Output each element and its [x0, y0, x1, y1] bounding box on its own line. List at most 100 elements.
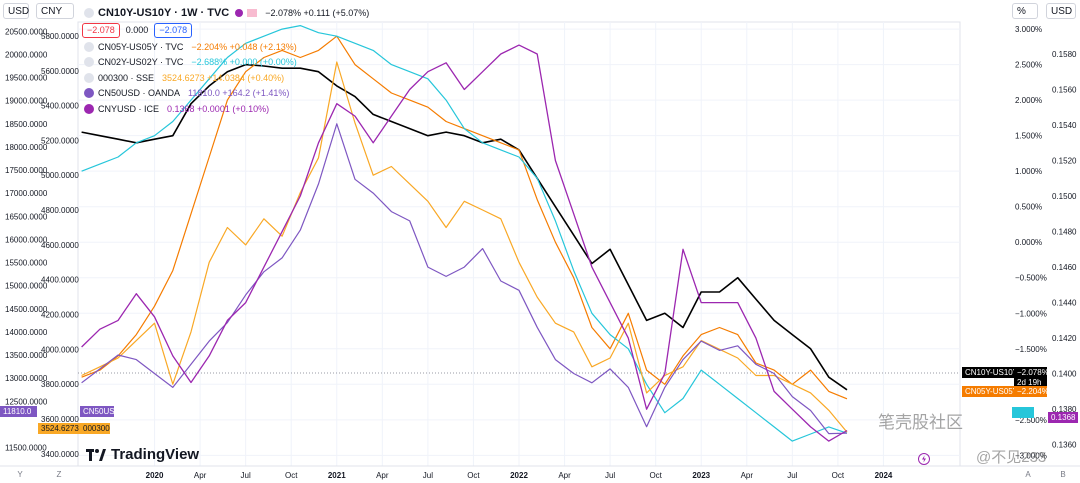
symbol-icon	[84, 57, 94, 68]
axis-tick-label: 3800.0000	[41, 380, 79, 389]
axis-tick-label: 4800.0000	[41, 206, 79, 215]
x-tick-label: 2023	[692, 471, 710, 480]
axis-tick-label: 19000.0000	[5, 97, 48, 106]
axis-tick-label: 12500.0000	[5, 397, 48, 406]
axis-tick-label: −1.000%	[1015, 309, 1047, 318]
axis-tick-label: 4200.0000	[41, 311, 79, 320]
axis-tick-label: 0.1380	[1052, 405, 1077, 414]
axis-tick-label: 16000.0000	[5, 235, 48, 244]
legend-item[interactable]: CNYUSD · ICE 0.1368 +0.0001 (+0.10%)	[84, 101, 369, 117]
series-line-cn10y-us10y[interactable]	[81, 63, 848, 391]
tradingview-logo-icon	[86, 448, 106, 461]
x-tick-label: Apr	[741, 471, 754, 480]
axis-tick-label: 0.1500	[1052, 192, 1077, 201]
left-axis-pct: 20500.0000 20000.0000 19500.0000 19000.0000…	[5, 27, 48, 452]
axis-tick-label: −2.500%	[1015, 416, 1047, 425]
axis-tick-label: 17000.0000	[5, 189, 48, 198]
axis-tick-label: 5000.0000	[41, 171, 79, 180]
axis-tick-label: 1.000%	[1015, 167, 1042, 176]
axis-tick-label: 0.1540	[1052, 121, 1077, 130]
x-tick-label: Jul	[241, 471, 251, 480]
axis-tick-label: 13000.0000	[5, 374, 48, 383]
legend-main-boxes: −2.078 0.000 −2.078	[82, 21, 369, 39]
axis-tick-label: 3400.0000	[41, 450, 79, 459]
axis-tick-label: 0.1460	[1052, 263, 1077, 272]
x-tick-label: Jul	[787, 471, 797, 480]
cn02-value-tag	[1012, 407, 1034, 418]
left-scale-currency2-button[interactable]: CNY	[36, 3, 74, 19]
axis-tick-label: 15500.0000	[5, 259, 48, 268]
left-scale-currency-button[interactable]: USD	[3, 3, 29, 19]
series-line-cn02y-us02y[interactable]	[81, 25, 848, 442]
axis-tick-label: 3.000%	[1015, 25, 1042, 34]
hs300-price-tag: 3524.6273	[38, 423, 80, 434]
tradingview-logo[interactable]: TradingView	[86, 446, 199, 463]
x-tick-label: Oct	[832, 471, 845, 480]
legend-item-name: CN05Y-US05Y · TVC	[98, 41, 184, 52]
cny-value-tag: 0.1368	[1048, 412, 1078, 423]
axis-tick-label: −0.500%	[1015, 274, 1047, 283]
symbol-icon	[84, 7, 94, 18]
spread-value: 0.000	[125, 25, 149, 35]
axis-tick-label: 5600.0000	[41, 67, 79, 76]
axis-tick-label: 4600.0000	[41, 241, 79, 250]
legend-item-values: 0.1368 +0.0001 (+0.10%)	[167, 103, 270, 114]
top-toolbar: USD CNY % USD	[0, 0, 1080, 22]
series-line-cnyusd[interactable]	[81, 44, 848, 442]
legend-main-values: −2.078% +0.111 (+5.07%)	[265, 7, 370, 18]
axis-tick-label: 5400.0000	[41, 102, 79, 111]
bid-box[interactable]: −2.078	[82, 22, 120, 38]
axis-tick-label: 18500.0000	[5, 120, 48, 129]
legend-item-name: CN50USD · OANDA	[98, 88, 181, 99]
bottom-left-y-button[interactable]: Y	[17, 470, 23, 479]
bottom-left-z-button[interactable]: Z	[56, 470, 62, 479]
axis-tick-label: 13500.0000	[5, 351, 48, 360]
legend-main[interactable]: CN10Y-US10Y · 1W · TVC −2.078% +0.111 (+…	[84, 4, 369, 21]
legend-items: CN05Y-US05Y · TVC −2.204% +0.048 (+2.13%)…	[84, 39, 369, 117]
x-tick-label: 2021	[328, 471, 346, 480]
series-line-cn50usd[interactable]	[81, 123, 848, 435]
series-line-000300[interactable]	[81, 61, 848, 433]
main-value-tag: −2.078%	[1014, 367, 1049, 378]
cn05-name-tag: CN05Y-US05Y	[962, 386, 1018, 397]
axis-tick-label: 4400.0000	[41, 276, 79, 285]
axis-tick-label: 0.1360	[1052, 441, 1077, 450]
x-tick-label: Apr	[376, 471, 389, 480]
watermark-community: 笔壳股社区	[878, 413, 963, 432]
grid	[77, 21, 961, 467]
ask-box[interactable]: −2.078	[154, 22, 193, 38]
axis-tick-label: 0.500%	[1015, 203, 1042, 212]
main-name-tag: CN10Y-US10Y	[962, 367, 1018, 378]
legend-item[interactable]: 000300 · SSE 3524.6273 +14.0384 (+0.40%)	[84, 70, 369, 86]
series-layer	[81, 25, 848, 442]
legend-item-values: 11810.0 +164.2 (+1.41%)	[188, 88, 290, 99]
right-scale-percent-button[interactable]: %	[1012, 3, 1038, 19]
legend-item-name: CN02Y-US02Y · TVC	[98, 57, 184, 68]
axis-tick-label: −3.000%	[1015, 451, 1047, 460]
legend-item[interactable]: CN50USD · OANDA 11810.0 +164.2 (+1.41%)	[84, 86, 369, 102]
axis-tick-label: 15000.0000	[5, 282, 48, 291]
right-scale-currency-button[interactable]: USD	[1046, 3, 1076, 19]
axis-tick-label: 0.1440	[1052, 299, 1077, 308]
axis-tick-label: 14500.0000	[5, 305, 48, 314]
bottom-right-a-button[interactable]: A	[1025, 470, 1031, 479]
symbol-icon	[84, 72, 94, 83]
bottom-right-b-button[interactable]: B	[1060, 470, 1066, 479]
x-tick-label: Jul	[423, 471, 433, 480]
legend-item[interactable]: CN05Y-US05Y · TVC −2.204% +0.048 (+2.13%)	[84, 39, 369, 55]
axis-tick-label: 0.1400	[1052, 370, 1077, 379]
axis-tick-label: 11500.0000	[5, 444, 47, 453]
flash-icon[interactable]	[918, 453, 930, 465]
axis-tick-label: 0.000%	[1015, 238, 1042, 247]
axis-tick-label: 20000.0000	[5, 50, 48, 59]
axis-tick-label: 3600.0000	[41, 415, 79, 424]
axis-tick-label: 4000.0000	[41, 345, 79, 354]
legend-item-name: 000300 · SSE	[98, 72, 155, 83]
x-tick-label: Apr	[194, 471, 207, 480]
legend-item-values: −2.204% +0.048 (+2.13%)	[191, 41, 297, 52]
axis-tick-label: 5200.0000	[41, 136, 79, 145]
watermark-author: @不见233	[976, 449, 1047, 466]
legend-item[interactable]: CN02Y-US02Y · TVC −2.688% +0.000 (+0.00%)	[84, 55, 369, 71]
equals-icon	[247, 8, 258, 17]
